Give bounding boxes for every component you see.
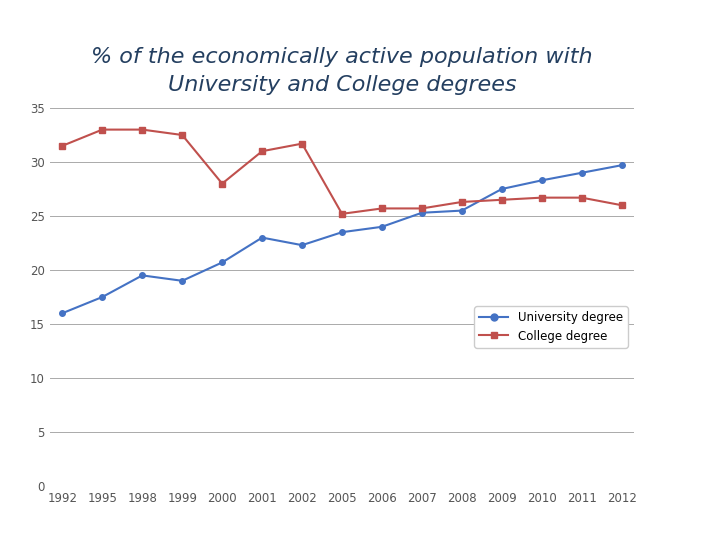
Title: % of the economically active population with
University and College degrees: % of the economically active population …	[91, 48, 593, 96]
College degree	[617, 202, 626, 208]
Line: College degree: College degree	[60, 127, 624, 217]
University degree	[138, 272, 147, 279]
College degree	[298, 140, 307, 147]
University degree	[98, 294, 107, 300]
University degree	[577, 170, 586, 176]
College degree	[138, 126, 147, 133]
University degree	[338, 229, 346, 235]
College degree	[418, 205, 426, 212]
University degree	[617, 162, 626, 168]
College degree	[98, 126, 107, 133]
University degree	[457, 207, 466, 214]
College degree	[377, 205, 386, 212]
College degree	[577, 194, 586, 201]
College degree	[537, 194, 546, 201]
University degree	[218, 259, 227, 266]
College degree	[457, 199, 466, 205]
University degree	[537, 177, 546, 184]
University degree	[258, 234, 266, 241]
Line: University degree: University degree	[60, 163, 624, 316]
College degree	[58, 143, 67, 149]
College degree	[258, 148, 266, 154]
College degree	[218, 180, 227, 187]
University degree	[498, 186, 506, 192]
University degree	[298, 242, 307, 248]
University degree	[58, 310, 67, 316]
College degree	[338, 211, 346, 217]
College degree	[178, 132, 186, 138]
University degree	[418, 210, 426, 216]
University degree	[377, 224, 386, 230]
Legend: University degree, College degree: University degree, College degree	[474, 307, 628, 348]
College degree	[498, 197, 506, 203]
University degree	[178, 278, 186, 284]
